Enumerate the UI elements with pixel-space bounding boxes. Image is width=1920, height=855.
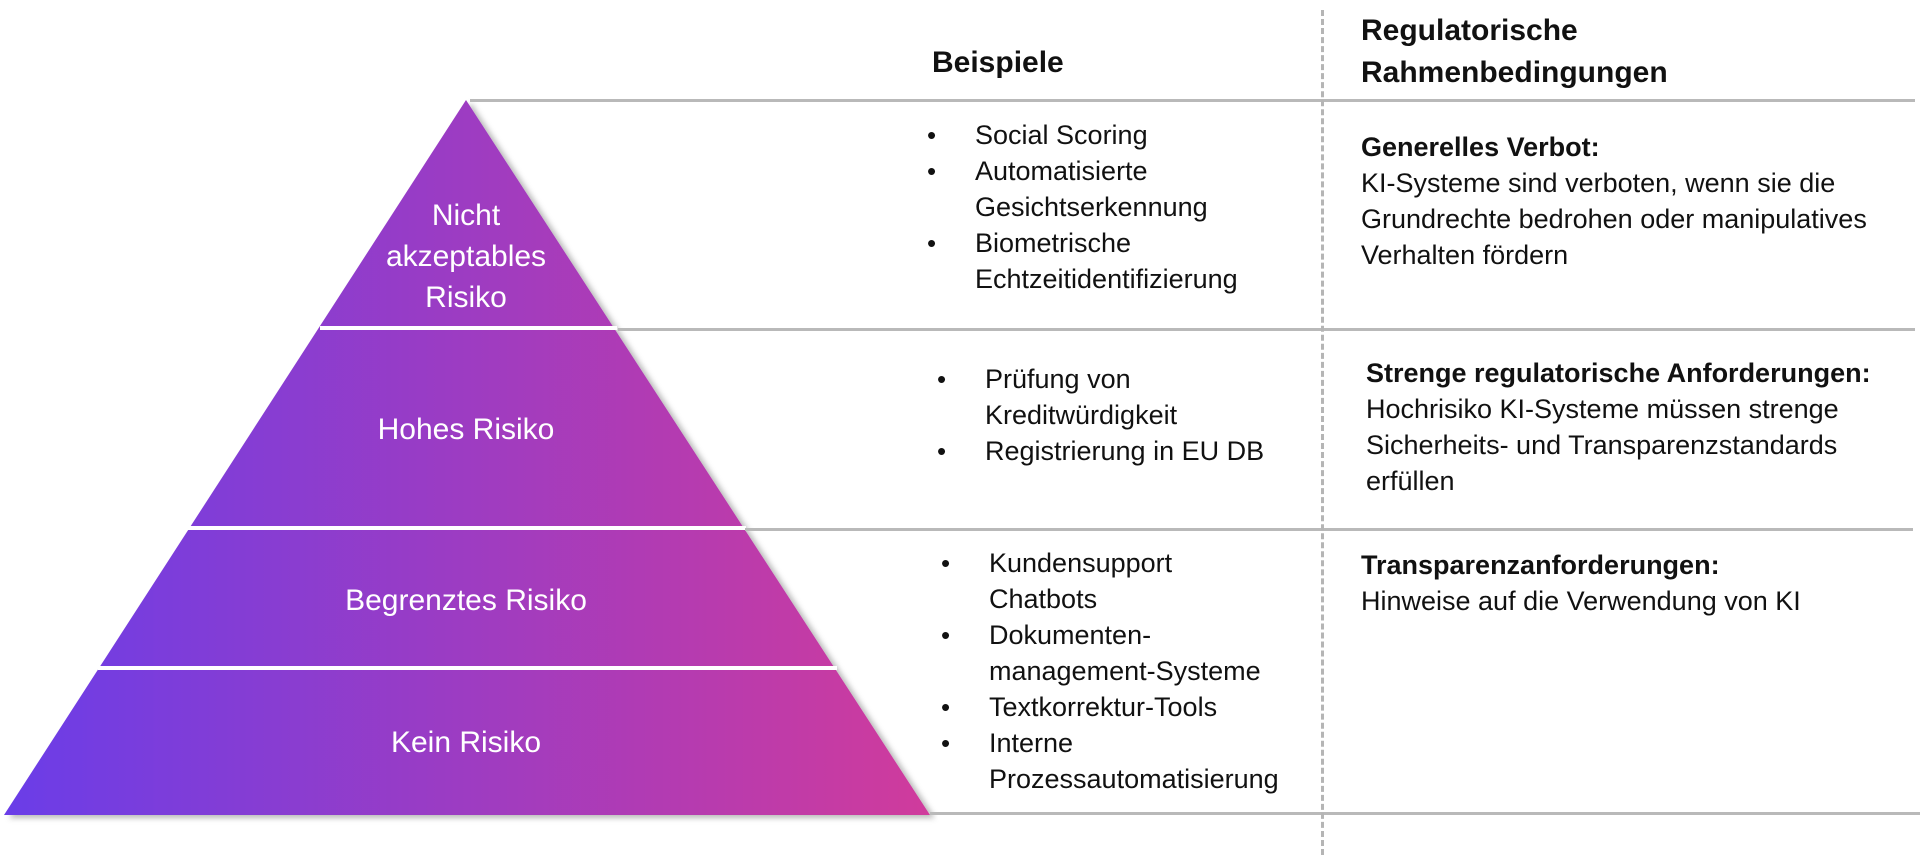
regulatory-header: Regulatorische Rahmenbedingungen [1361, 10, 1668, 94]
column-divider [1321, 10, 1324, 855]
list-item: Textkorrektur-Tools [941, 689, 1301, 725]
pyramid-shape [4, 100, 930, 815]
tier-rule-1 [618, 328, 1915, 331]
tier-rule-2 [745, 528, 1913, 531]
examples-list-high: Prüfung von Kreditwürdigkeit Registrieru… [937, 361, 1287, 469]
examples-list-limited: Kundensupport Chatbots Dokumenten-manage… [941, 545, 1301, 797]
regulation-limited: Transparenzanforderungen: Hinweise auf d… [1361, 547, 1901, 619]
tier-label-high-text: Hohes Risiko [377, 413, 555, 446]
regulation-text: KI-Systeme sind verboten, wenn sie die G… [1361, 168, 1867, 270]
tier-label-none-text: Kein Risiko [390, 726, 542, 759]
list-item: Dokumenten-management-Systeme [941, 617, 1264, 689]
tier-label-none: Kein Risiko [316, 722, 616, 763]
list-item: Social Scoring [927, 117, 1287, 153]
tier-label-high: Hohes Risiko [316, 409, 616, 450]
header-rule [470, 99, 1915, 102]
examples-list-unacceptable: Social Scoring Automatisierte Gesichtser… [927, 117, 1287, 297]
list-item: Biometrische Echtzeitidentifizierung [927, 225, 1275, 297]
tier-label-unacceptable-line-2: akzeptables [385, 240, 547, 273]
regulatory-header-line-1: Regulatorische [1361, 14, 1578, 47]
regulation-title: Transparenzanforderungen: [1361, 550, 1720, 580]
regulatory-header-line-2: Rahmenbedingungen [1361, 56, 1668, 89]
tier-label-unacceptable-line-1: Nicht [431, 199, 501, 232]
regulation-text: Hinweise auf die Verwendung von KI [1361, 586, 1801, 616]
tier-label-limited-text: Begrenztes Risiko [345, 584, 587, 617]
bottom-rule [930, 812, 1920, 815]
tier-label-unacceptable-line-3: Risiko [425, 281, 507, 314]
regulation-text: Hochrisiko KI-Systeme müssen strenge Sic… [1366, 394, 1839, 496]
regulation-high: Strenge regulatorische Anforderungen: Ho… [1366, 355, 1906, 499]
regulation-title: Strenge regulatorische Anforderungen: [1366, 358, 1871, 388]
regulation-title: Generelles Verbot: [1361, 132, 1600, 162]
list-item: Interne Prozessautomatisierung [941, 725, 1309, 797]
tier-label-limited: Begrenztes Risiko [316, 580, 616, 621]
list-item: Prüfung von Kreditwürdigkeit [937, 361, 1235, 433]
list-item: Automatisierte Gesichtserkennung [927, 153, 1245, 225]
list-item: Registrierung in EU DB [937, 433, 1287, 469]
tier-label-unacceptable: Nicht akzeptables Risiko [316, 195, 616, 318]
regulation-unacceptable: Generelles Verbot: KI-Systeme sind verbo… [1361, 129, 1901, 273]
examples-header: Beispiele [932, 46, 1064, 79]
list-item: Kundensupport Chatbots [941, 545, 1219, 617]
